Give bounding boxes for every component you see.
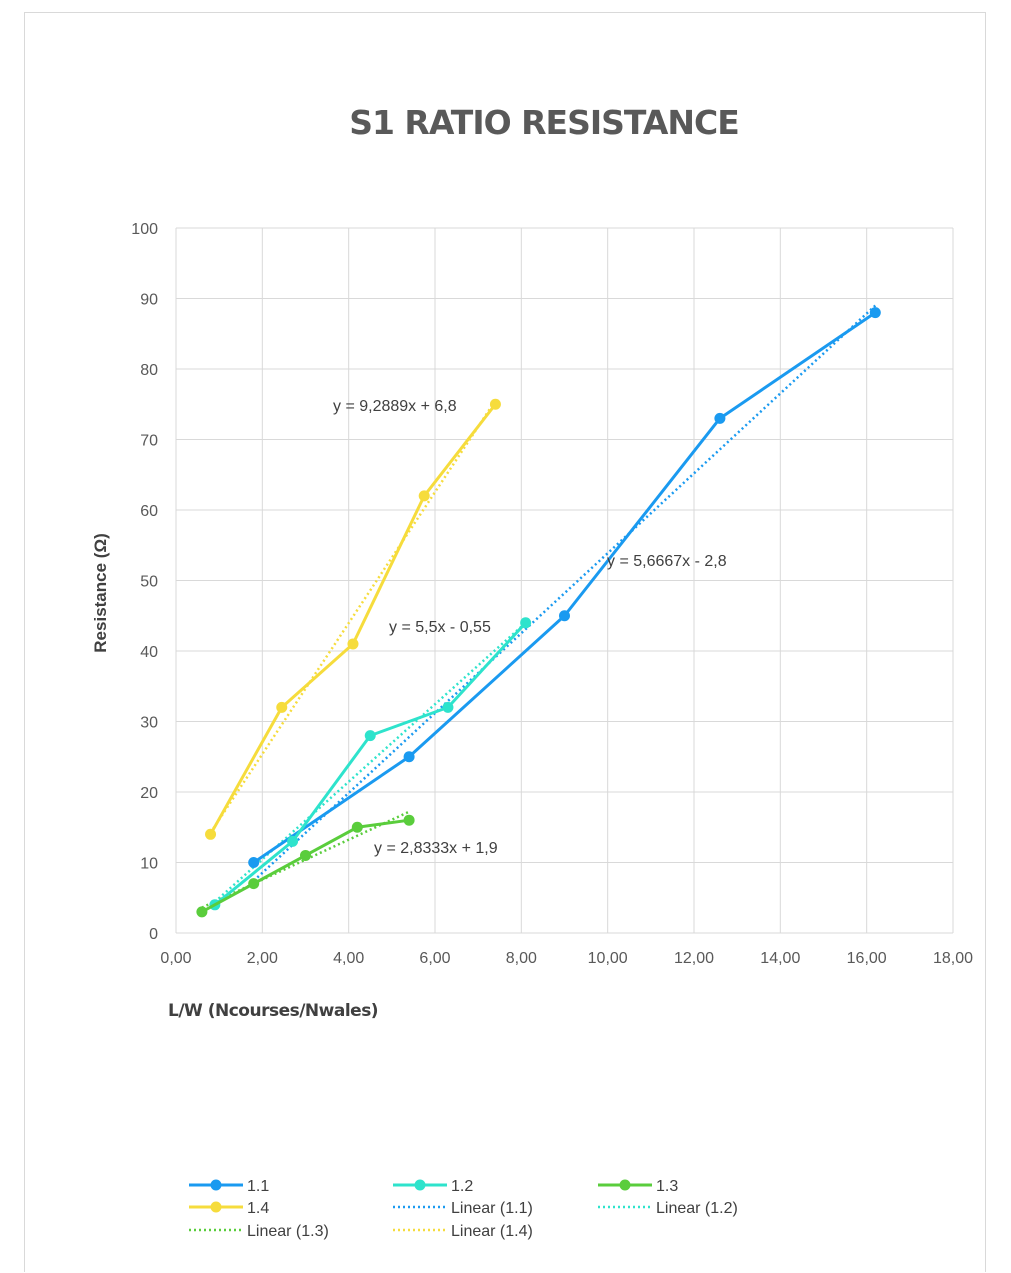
x-tick-label: 4,00 — [333, 950, 364, 967]
data-point — [869, 307, 881, 319]
x-axis-label: L/W (Ncourses/Nwales) — [168, 1001, 378, 1021]
trendline-equations: y = 5,6667x - 2,8 y = 5,5x - 0,55 y = 2,83… — [333, 398, 727, 857]
data-point — [287, 835, 299, 847]
series-line-3 — [201, 818, 410, 914]
trendlines — [201, 304, 877, 909]
y-tick-label: 90 — [140, 292, 158, 309]
series-line-1 — [252, 311, 877, 864]
legend-label: 1.4 — [247, 1200, 269, 1217]
x-tick-label: 14,00 — [760, 950, 800, 967]
y-tick-label: 50 — [140, 574, 158, 591]
y-tick-label: 60 — [140, 503, 158, 520]
legend-label: 1.1 — [247, 1178, 269, 1195]
y-tick-label: 70 — [140, 433, 158, 450]
legend-label: Linear (1.1) — [451, 1200, 533, 1217]
legend-marker — [210, 1179, 222, 1191]
data-point — [364, 730, 376, 742]
y-tick-labels: 0 10 20 30 40 50 60 70 80 90 100 — [131, 221, 158, 943]
legend-label: 1.3 — [656, 1178, 678, 1195]
chart-svg: S1 RATIO RESISTANCE 0 10 20 30 40 50 60 70 80 90 1… — [91, 103, 973, 1240]
y-axis-label: Resistance (Ω) — [91, 533, 110, 652]
data-point — [418, 490, 430, 502]
trendline-equation-2: y = 5,5x - 0,55 — [389, 619, 491, 636]
x-tick-labels: 0,00 2,00 4,00 6,00 8,00 10,00 12,00 14,00 16,00… — [160, 950, 973, 967]
data-point — [205, 828, 217, 840]
legend-marker — [210, 1201, 222, 1213]
data-point — [403, 814, 415, 826]
trendline-3 — [201, 810, 410, 909]
y-tick-label: 30 — [140, 715, 158, 732]
x-tick-label: 0,00 — [160, 950, 191, 967]
legend-label: Linear (1.3) — [247, 1223, 329, 1240]
data-point — [403, 751, 415, 763]
y-tick-label: 40 — [140, 644, 158, 661]
data-point — [351, 821, 363, 833]
legend-label: Linear (1.4) — [451, 1223, 533, 1240]
trendline-2 — [214, 621, 527, 903]
y-tick-label: 80 — [140, 362, 158, 379]
x-tick-label: 10,00 — [588, 950, 628, 967]
legend-label: Linear (1.2) — [656, 1200, 738, 1217]
legend-marker — [414, 1179, 426, 1191]
trendline-equation-3: y = 2,8333x + 1,9 — [374, 840, 498, 857]
trendline-4 — [209, 399, 497, 834]
x-tick-label: 16,00 — [847, 950, 887, 967]
legend-label: 1.2 — [451, 1178, 473, 1195]
data-point — [300, 849, 311, 861]
legend: 1.1 1.2 1.3 1.4 Linear (1.1) Linear (1.2) Line… — [189, 1178, 738, 1240]
legend-marker — [619, 1179, 631, 1191]
plot-grid — [175, 227, 954, 934]
data-series — [196, 307, 881, 918]
data-point — [520, 617, 532, 629]
trendline-equation-1: y = 5,6667x - 2,8 — [607, 553, 727, 570]
y-tick-label: 100 — [131, 221, 158, 238]
data-point — [347, 638, 359, 650]
y-tick-label: 20 — [140, 785, 158, 802]
data-point — [248, 857, 260, 868]
data-point — [559, 610, 570, 622]
trendline-equation-4: y = 9,2889x + 6,8 — [333, 398, 457, 415]
x-tick-label: 8,00 — [506, 950, 537, 967]
x-tick-label: 12,00 — [674, 950, 714, 967]
data-point — [489, 398, 501, 410]
chart-title: S1 RATIO RESISTANCE — [349, 103, 739, 142]
data-point — [442, 701, 454, 713]
y-tick-label: 10 — [140, 856, 158, 873]
data-point — [196, 906, 208, 918]
x-tick-label: 18,00 — [933, 950, 973, 967]
data-point — [276, 701, 288, 713]
data-point — [714, 412, 726, 424]
y-tick-label: 0 — [149, 926, 158, 943]
x-tick-label: 6,00 — [419, 950, 450, 967]
x-tick-label: 2,00 — [247, 950, 278, 967]
trendline-1 — [252, 304, 877, 882]
chart-page: S1 RATIO RESISTANCE 0 10 20 30 40 50 60 70 80 90 1… — [24, 12, 986, 1272]
data-point — [248, 878, 260, 890]
